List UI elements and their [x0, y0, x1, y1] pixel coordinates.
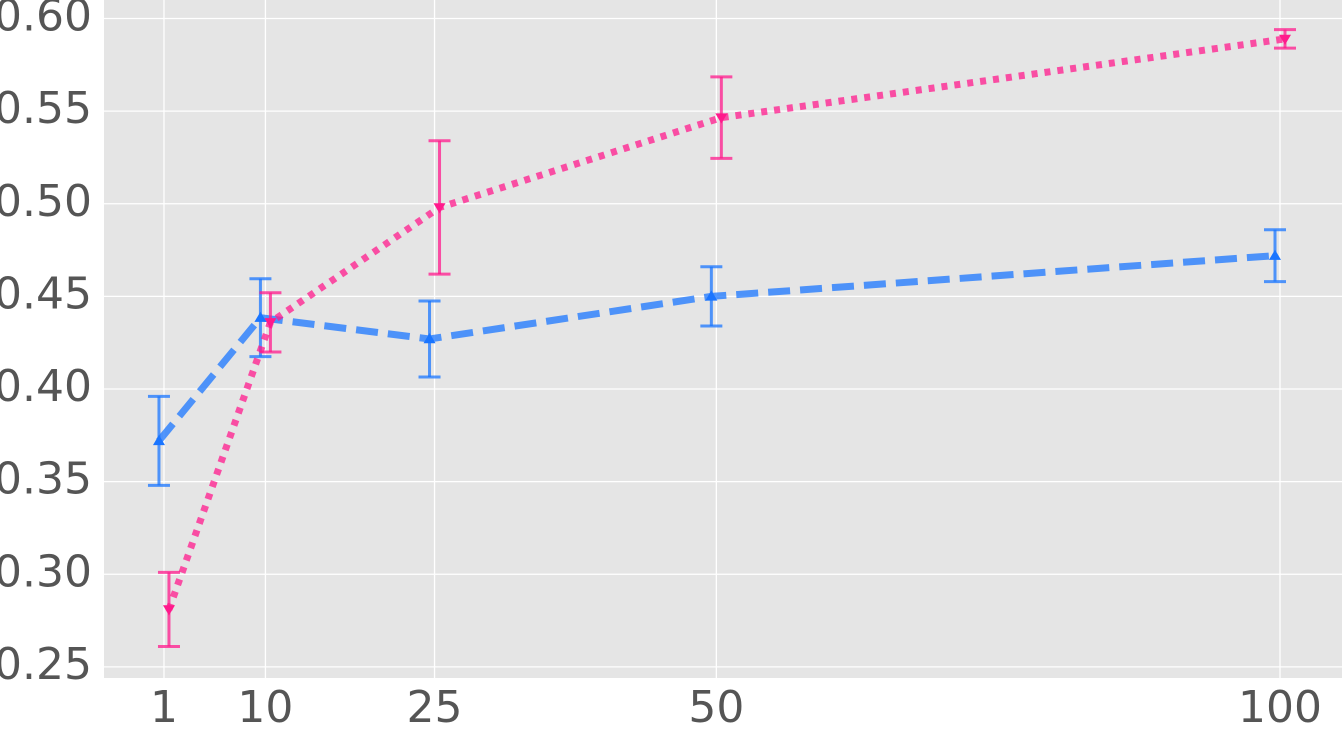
point-marker: [715, 113, 728, 124]
y-tick-label: 0.50: [0, 176, 92, 227]
point-marker: [152, 434, 165, 446]
y-tick-label: 0.55: [0, 83, 92, 134]
point-marker: [254, 311, 267, 322]
point-marker: [1268, 249, 1281, 260]
y-tick-label: 0.30: [0, 546, 92, 597]
point-marker: [433, 203, 446, 214]
y-tick-label: 0.40: [0, 361, 92, 412]
point-marker: [1278, 34, 1291, 45]
point-marker: [423, 333, 436, 344]
x-tick-label: 10: [237, 682, 293, 731]
point-marker: [264, 318, 277, 329]
y-tick-label: 0.35: [0, 454, 92, 505]
point-marker: [162, 605, 175, 616]
y-tick-label: 0.45: [0, 268, 92, 319]
x-tick-label: 100: [1238, 682, 1322, 731]
y-tick-label: 0.60: [0, 0, 92, 42]
point-marker: [705, 290, 718, 301]
x-tick-label: 1: [150, 682, 178, 731]
x-tick-label: 25: [407, 682, 463, 731]
x-tick-label: 50: [688, 682, 744, 731]
y-tick-label: 0.25: [0, 639, 92, 690]
plot-area: [104, 0, 1342, 678]
